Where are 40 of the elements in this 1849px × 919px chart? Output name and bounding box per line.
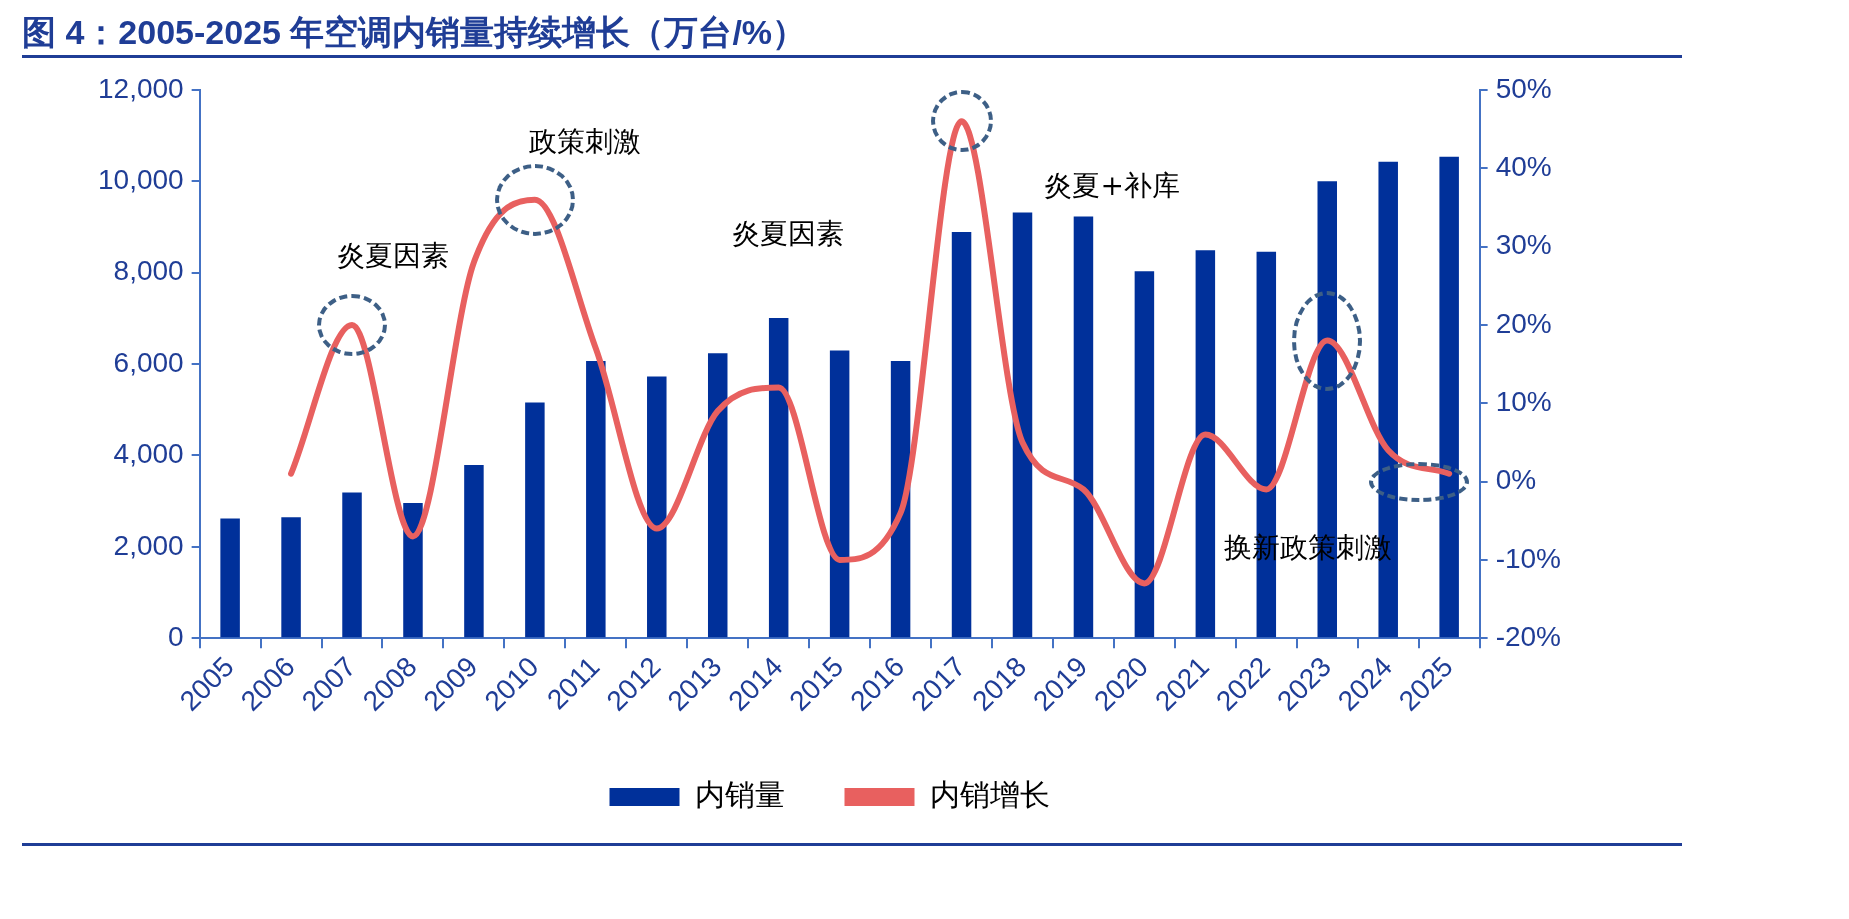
bar: [1012, 212, 1033, 638]
y2-tick-label: 0%: [1495, 464, 1537, 496]
y-tick-label: 6,000: [113, 346, 184, 378]
bar: [220, 518, 240, 638]
bar: [281, 517, 301, 638]
bar: [1195, 250, 1216, 638]
bar: [768, 317, 789, 638]
bar: [525, 402, 545, 638]
annotation: 炎夏因素: [336, 237, 449, 274]
y-tick-label: 8,000: [113, 255, 184, 287]
bar: [951, 232, 972, 638]
annotation: 炎夏+补库: [1044, 167, 1180, 204]
y2-tick-label: 40%: [1495, 151, 1552, 183]
bar: [829, 350, 850, 638]
y-tick-label: 4,000: [113, 438, 184, 470]
bar: [342, 492, 362, 638]
annotation: 炎夏因素: [732, 216, 845, 252]
legend-label: 内销增长: [929, 778, 1050, 812]
bar: [464, 465, 484, 638]
legend-label: 内销量: [694, 778, 785, 812]
bar: [647, 376, 667, 638]
y2-tick-label: -10%: [1495, 542, 1562, 574]
y-tick-label: 10,000: [98, 164, 184, 196]
y-tick-label: 2,000: [113, 529, 184, 561]
chart-title: 图 4：2005-2025 年空调内销量持续增长（万台/%）: [22, 12, 807, 53]
bar: [403, 502, 423, 638]
bar: [586, 360, 606, 638]
bar: [707, 353, 728, 638]
annotation: 政策刺激: [528, 124, 641, 161]
y2-tick-label: -20%: [1495, 620, 1562, 652]
bar: [890, 360, 911, 638]
bar: [1134, 271, 1155, 638]
y2-tick-label: 30%: [1495, 229, 1552, 261]
y2-tick-label: 10%: [1495, 385, 1552, 417]
bar: [1073, 216, 1094, 638]
y-tick-label: 0: [168, 620, 184, 652]
y-tick-label: 12,000: [98, 72, 184, 104]
y2-tick-label: 20%: [1495, 307, 1552, 339]
bar: [1439, 156, 1459, 638]
y2-tick-label: 50%: [1495, 72, 1552, 104]
